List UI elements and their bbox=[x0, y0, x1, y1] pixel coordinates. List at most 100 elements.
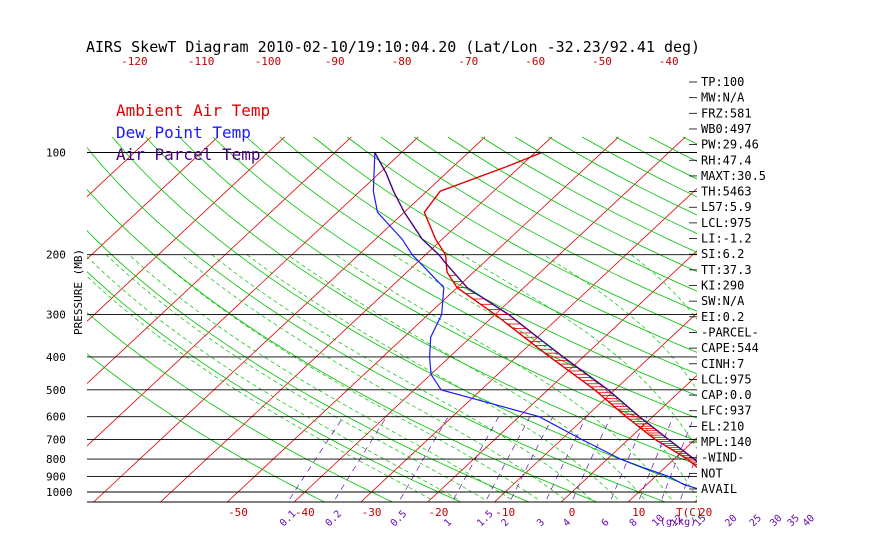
mixing-ratio-line bbox=[780, 417, 805, 500]
bottom-temp-tick-label: -50 bbox=[228, 506, 248, 519]
legend-item: Dew Point Temp bbox=[116, 123, 251, 142]
pressure-tick-label: 700 bbox=[46, 433, 66, 446]
moist-adiabat-line bbox=[246, 254, 618, 500]
index-label: -PARCEL- bbox=[701, 325, 759, 339]
dry-adiabat-line bbox=[87, 230, 530, 502]
moist-adiabat-line bbox=[211, 254, 592, 500]
index-label: SW:N/A bbox=[701, 294, 745, 308]
index-label: WB0:497 bbox=[701, 122, 752, 136]
isotherm-line bbox=[493, 312, 697, 502]
moist-adiabat-line bbox=[87, 275, 431, 500]
index-label: NOT bbox=[701, 466, 723, 480]
top-temp-tick-label: -50 bbox=[592, 55, 612, 68]
mixing-ratio-label: 20 bbox=[723, 513, 739, 529]
pressure-tick-label: 200 bbox=[46, 249, 66, 262]
index-label: EI:0.2 bbox=[701, 310, 744, 324]
dry-adiabat-line bbox=[87, 188, 599, 502]
mixing-ratio-line bbox=[546, 416, 587, 500]
top-temp-tick-label: -40 bbox=[659, 55, 679, 68]
dry-adiabat-line bbox=[481, 136, 697, 253]
isotherm-line bbox=[824, 137, 870, 506]
pressure-tick-label: 100 bbox=[46, 147, 66, 160]
top-temp-tick-label: -90 bbox=[325, 55, 345, 68]
bottom-temp-tick-label: 0 bbox=[569, 506, 576, 519]
pressure-tick-label: 900 bbox=[46, 470, 66, 483]
dry-adiabat-line bbox=[313, 136, 697, 353]
dry-adiabat-line bbox=[179, 136, 697, 442]
bottom-temp-tick-label: -20 bbox=[428, 506, 448, 519]
dry-adiabat-line bbox=[380, 136, 697, 312]
dry-adiabat-line bbox=[145, 136, 697, 465]
mixing-ratio-line bbox=[572, 416, 612, 500]
bottom-temp-tick-label: -40 bbox=[295, 506, 315, 519]
parcel-temp-line bbox=[374, 152, 697, 463]
index-label: LI:-1.2 bbox=[701, 232, 752, 246]
isotherm-line bbox=[427, 250, 697, 502]
mixing-ratio-line bbox=[510, 416, 554, 500]
index-label: RH:47.4 bbox=[701, 153, 752, 167]
mixing-ratio-line bbox=[813, 417, 835, 500]
pressure-tick-label: 300 bbox=[46, 308, 66, 321]
index-label: -WIND- bbox=[701, 451, 744, 465]
mixing-ratio-line bbox=[610, 416, 648, 500]
bottom-axis-unit: T(C) bbox=[676, 506, 703, 519]
index-label: TH:5463 bbox=[701, 185, 752, 199]
dry-adiabat-line bbox=[447, 136, 697, 273]
top-temp-tick-label: -110 bbox=[188, 55, 215, 68]
mixing-ratio-line bbox=[334, 416, 387, 500]
dry-adiabat-line bbox=[87, 271, 462, 502]
bottom-temp-tick-label: -30 bbox=[362, 506, 382, 519]
mixing-ratio-label: 0.5 bbox=[389, 509, 410, 530]
isotherm-line bbox=[159, 136, 553, 502]
index-label: SI:6.2 bbox=[701, 247, 744, 261]
mixing-ratio-label: 40 bbox=[801, 513, 817, 529]
isotherm-line bbox=[293, 136, 686, 502]
chart-title: AIRS SkewT Diagram 2010-02-10/19:10:04.2… bbox=[86, 38, 700, 56]
index-label: FRZ:581 bbox=[701, 106, 752, 120]
mixing-ratio-line bbox=[399, 416, 449, 500]
mixing-ratio-label: 35 bbox=[786, 513, 802, 529]
isotherm-line bbox=[87, 136, 219, 260]
pressure-tick-label: 1000 bbox=[46, 486, 73, 499]
index-label: CAPE:544 bbox=[701, 341, 759, 355]
index-label: PW:29.46 bbox=[701, 138, 759, 152]
mixing-ratio-line bbox=[639, 416, 674, 500]
mixing-ratio-label: 6 bbox=[600, 517, 612, 529]
dry-adiabat-line bbox=[87, 146, 667, 502]
moist-adiabat-line bbox=[87, 256, 458, 500]
pressure-tick-label: 600 bbox=[46, 411, 66, 424]
mixing-ratio-label: 25 bbox=[748, 513, 764, 529]
top-temp-tick-label: -100 bbox=[255, 55, 282, 68]
moist-adiabat-line bbox=[287, 254, 645, 500]
index-label: L57:5.9 bbox=[701, 200, 752, 214]
mixing-ratio-label: 0.2 bbox=[324, 509, 345, 530]
pressure-tick-label: 500 bbox=[46, 384, 66, 397]
moist-adiabat-line bbox=[128, 254, 511, 500]
index-label: CAP:0.0 bbox=[701, 388, 752, 402]
dewpoint-line bbox=[372, 152, 697, 490]
mixing-ratio-label: 1.5 bbox=[475, 509, 496, 530]
mixing-ratio-line bbox=[453, 416, 500, 500]
mixing-ratio-line bbox=[486, 416, 531, 500]
y-axis-label: PRESSURE (MB) bbox=[72, 249, 85, 335]
index-label: LCL:975 bbox=[701, 372, 752, 386]
moist-adiabat-line bbox=[180, 254, 565, 500]
pressure-tick-label: 400 bbox=[46, 351, 66, 364]
bottom-temp-tick-label: -10 bbox=[495, 506, 515, 519]
mixing-ratio-label: 3 bbox=[535, 517, 547, 529]
isotherm-line bbox=[0, 137, 17, 506]
moist-adiabat-line bbox=[105, 254, 485, 500]
dry-adiabat-line bbox=[246, 136, 697, 397]
bottom-temp-tick-label: 10 bbox=[632, 506, 645, 519]
index-label: LFC:937 bbox=[701, 404, 752, 418]
index-label: MAXT:30.5 bbox=[701, 169, 766, 183]
sounding-series bbox=[372, 151, 697, 490]
isotherm-line bbox=[87, 136, 285, 322]
dry-adiabat-line bbox=[212, 136, 697, 419]
bottom-temp-tick-label: 20 bbox=[699, 506, 712, 519]
isotherm-line bbox=[627, 437, 697, 502]
index-label: KI:290 bbox=[701, 279, 744, 293]
dry-adiabat-line bbox=[87, 353, 326, 502]
index-label: CINH:7 bbox=[701, 357, 744, 371]
